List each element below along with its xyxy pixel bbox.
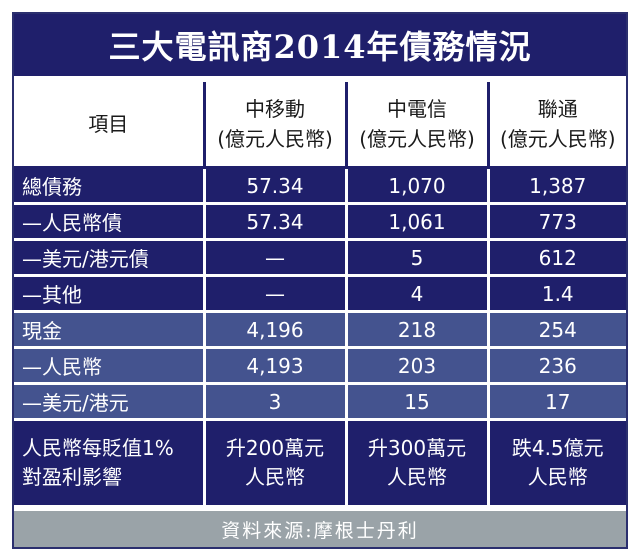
row-label: 人民幣每貶值1% 對盈利影響	[14, 419, 206, 508]
header-item: 項目	[14, 82, 206, 169]
header-china-mobile: 中移動 (億元人民幣)	[204, 82, 348, 169]
row-label: —人民幣	[14, 347, 206, 385]
cell-value: 4,193	[204, 347, 348, 385]
row-label: —美元/港元債	[14, 239, 206, 277]
table-row: —人民幣 4,193 203 236	[14, 347, 626, 385]
cell-value: 236	[488, 347, 626, 385]
impact-label-line: 人民幣每貶值1%	[22, 436, 174, 460]
cell-value: 218	[346, 311, 490, 349]
header-unit: (億元人民幣)	[217, 127, 333, 151]
cell-value: 57.34	[204, 167, 348, 205]
cell-value: 1,070	[346, 167, 490, 205]
row-label: 現金	[14, 311, 206, 349]
cell-value: —	[204, 239, 348, 277]
table-row: 現金 4,196 218 254	[14, 311, 626, 349]
cell-value: 跌4.5億元 人民幣	[488, 419, 626, 508]
table-title: 三大電訊商2014年債務情況	[14, 14, 626, 76]
cell-value: 773	[488, 203, 626, 241]
title-separator	[14, 76, 626, 82]
impact-row: 人民幣每貶值1% 對盈利影響 升200萬元 人民幣 升300萬元 人民幣 跌4.…	[14, 419, 626, 508]
impact-value-line: 人民幣	[387, 465, 447, 489]
debt-table: 項目 中移動 (億元人民幣) 中電信 (億元人民幣) 聯通 (億元人民幣) 總債…	[14, 82, 626, 508]
cell-value: 升300萬元 人民幣	[346, 419, 490, 508]
header-china-telecom: 中電信 (億元人民幣)	[346, 82, 490, 169]
table-row: —其他 — 4 1.4	[14, 275, 626, 313]
header-name: 中電信	[387, 97, 447, 121]
cell-value: 1,387	[488, 167, 626, 205]
cell-value: 57.34	[204, 203, 348, 241]
table-row: 總債務 57.34 1,070 1,387	[14, 167, 626, 205]
row-label: —人民幣債	[14, 203, 206, 241]
cell-value: 1,061	[346, 203, 490, 241]
header-unit: (億元人民幣)	[359, 127, 475, 151]
row-label: 總債務	[14, 167, 206, 205]
header-name: 聯通	[537, 97, 578, 121]
cell-value: 15	[346, 383, 490, 421]
impact-value-line: 人民幣	[527, 465, 588, 489]
cell-value: 4,196	[204, 311, 348, 349]
row-label: —美元/港元	[14, 383, 206, 421]
cell-value: —	[204, 275, 348, 313]
header-name: 中移動	[245, 97, 305, 121]
cell-value: 升200萬元 人民幣	[204, 419, 348, 508]
impact-value-line: 升300萬元	[367, 436, 467, 460]
table-row: —美元/港元 3 15 17	[14, 383, 626, 421]
debt-table-graphic: 三大電訊商2014年債務情況 項目 中移動 (億元人民幣) 中電信 (億元人民幣…	[12, 12, 628, 549]
table-row: —人民幣債 57.34 1,061 773	[14, 203, 626, 241]
cell-value: 612	[488, 239, 626, 277]
header-china-unicom: 聯通 (億元人民幣)	[488, 82, 626, 169]
cell-value: 3	[204, 383, 348, 421]
cell-value: 5	[346, 239, 490, 277]
header-unit: (億元人民幣)	[499, 127, 616, 151]
impact-value-line: 人民幣	[245, 465, 305, 489]
header-row: 項目 中移動 (億元人民幣) 中電信 (億元人民幣) 聯通 (億元人民幣)	[14, 82, 626, 169]
cell-value: 203	[346, 347, 490, 385]
cell-value: 17	[488, 383, 626, 421]
cell-value: 4	[346, 275, 490, 313]
impact-value-line: 升200萬元	[225, 436, 325, 460]
cell-value: 1.4	[488, 275, 626, 313]
impact-label-line: 對盈利影響	[22, 465, 122, 489]
table-row: —美元/港元債 — 5 612	[14, 239, 626, 277]
source-footer: 資料來源:摩根士丹利	[14, 511, 626, 547]
row-label: —其他	[14, 275, 206, 313]
cell-value: 254	[488, 311, 626, 349]
impact-value-line: 跌4.5億元	[511, 436, 604, 460]
